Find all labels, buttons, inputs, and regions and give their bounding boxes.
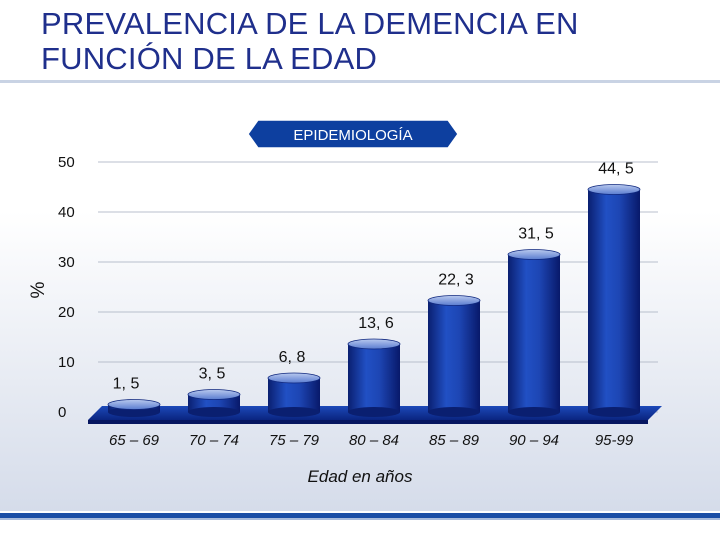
- value-label: 13, 6: [358, 315, 394, 332]
- bar-base: [348, 407, 400, 417]
- value-labels: 1, 5 3, 5 6, 8 13, 6 22, 3 31, 5 44, 5: [113, 161, 634, 393]
- bar: [428, 300, 480, 412]
- bar-top: [427, 295, 481, 306]
- value-label: 6, 8: [279, 349, 306, 366]
- footer-bar-shadow: [0, 518, 720, 520]
- title-divider: [0, 80, 720, 83]
- bar-base: [428, 407, 480, 417]
- x-category-label: 70 – 74: [189, 432, 239, 449]
- x-category-label: 85 – 89: [429, 432, 480, 449]
- bar-base: [108, 407, 160, 417]
- x-axis-title: Edad en años: [308, 467, 413, 486]
- bars: [107, 184, 641, 417]
- x-category-label: 80 – 84: [349, 432, 399, 449]
- bar: [348, 344, 400, 412]
- bar: [508, 254, 560, 412]
- bar-top: [587, 184, 641, 195]
- bar-top: [507, 249, 561, 260]
- badge-label: EPIDEMIOLOGÍA: [293, 127, 412, 144]
- y-tick-label: 10: [58, 354, 75, 371]
- title-line-2: FUNCIÓN DE LA EDAD: [41, 41, 378, 76]
- title-line-1: PREVALENCIA DE LA DEMENCIA EN: [41, 6, 579, 41]
- value-label: 1, 5: [113, 376, 140, 393]
- x-axis-categories: 65 – 69 70 – 74 75 – 79 80 – 84 85 – 89 90 – …: [109, 432, 634, 449]
- floor-edge: [88, 420, 648, 424]
- bar-base: [588, 407, 640, 417]
- y-tick-label: 0: [58, 404, 66, 421]
- y-tick-label: 50: [58, 154, 75, 171]
- y-axis-ticks: 50 40 30 20 10 0: [58, 154, 75, 421]
- bar-top: [347, 338, 401, 350]
- bar: [588, 189, 640, 412]
- bar-top: [267, 372, 321, 384]
- x-category-label: 65 – 69: [109, 432, 160, 449]
- value-label: 44, 5: [598, 161, 634, 178]
- badge-shape: [247, 119, 459, 149]
- value-label: 3, 5: [199, 366, 226, 383]
- page-title: PREVALENCIA DE LA DEMENCIA EN FUNCIÓN DE…: [41, 6, 681, 76]
- bar-base: [188, 407, 240, 417]
- value-label: 31, 5: [518, 226, 554, 243]
- value-label: 22, 3: [438, 272, 474, 289]
- y-tick-label: 40: [58, 204, 75, 221]
- x-category-label: 90 – 94: [509, 432, 559, 449]
- y-axis-title: %: [28, 281, 49, 298]
- x-category-label: 95-99: [595, 432, 634, 449]
- bar-base: [508, 407, 560, 417]
- footer-bar: [0, 513, 720, 518]
- y-tick-label: 20: [58, 304, 75, 321]
- x-category-label: 75 – 79: [269, 432, 320, 449]
- bar-top: [187, 389, 241, 400]
- epidemiologia-badge: EPIDEMIOLOGÍA: [247, 119, 459, 149]
- y-tick-label: 30: [58, 254, 75, 271]
- bar-top: [107, 399, 161, 410]
- bar-base: [268, 407, 320, 417]
- bar: [268, 378, 320, 412]
